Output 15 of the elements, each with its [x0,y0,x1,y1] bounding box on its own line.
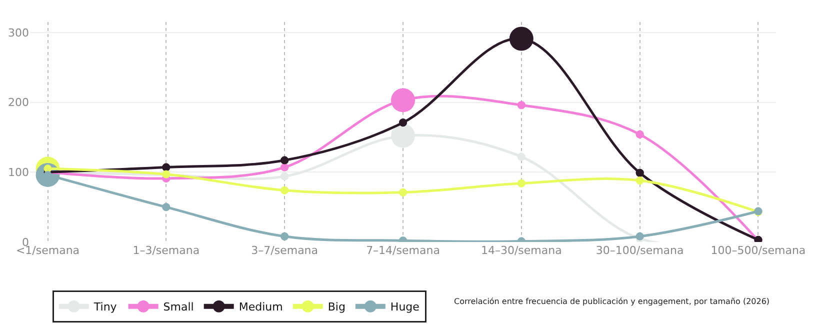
x-tick-label: 14–30/semana [480,244,562,257]
y-tick-label: 100 [8,166,29,180]
x-tick-label: 7–14/semana [366,244,440,257]
y-tick-label: 300 [8,26,29,40]
y-tick-label: 200 [8,96,29,110]
text: Correlación entre frecuencia de publicación y engagement, por tamaño (2026) [454,297,770,306]
legend-label: Tiny [92,300,118,314]
legend-label: Medium [238,300,283,314]
x-tick-label: 30–100/semana [596,244,684,257]
legend-label: Huge [390,300,420,314]
x-tick-label: 1–3/semana [132,244,200,257]
legend-label: Big [328,300,346,314]
x-tick-label: 3–7/semana [251,244,318,257]
x-tick-label: 100–500/semana [710,244,806,257]
legend-label: Small [163,300,194,314]
